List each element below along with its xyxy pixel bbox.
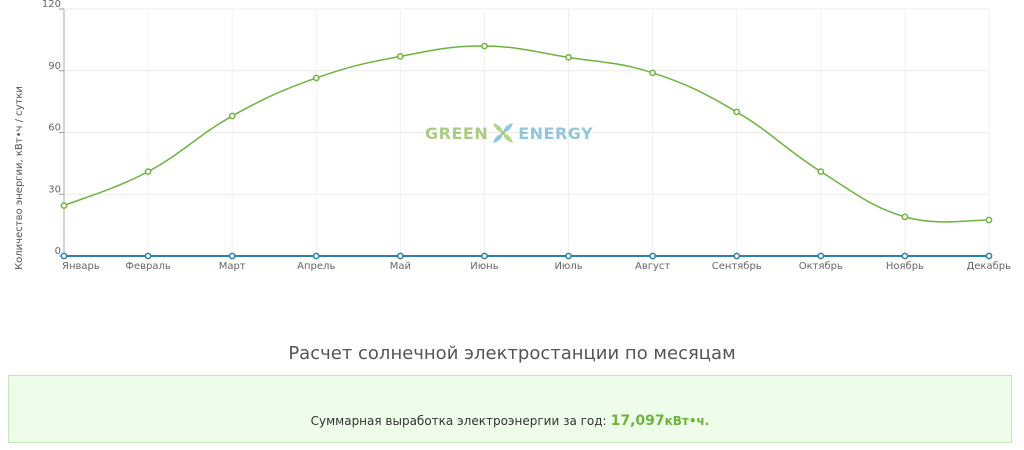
x-tick-label: Сентябрь: [712, 261, 762, 272]
x-tick-label: Январь: [62, 261, 100, 272]
section-title: Расчет солнечной электростанции по месяц…: [288, 343, 736, 364]
baseline-data-point: [565, 252, 572, 260]
x-tick-label: Ноябрь: [886, 261, 924, 272]
x-tick-label: Август: [635, 261, 670, 272]
energy-data-point: [733, 108, 741, 116]
summary-unit: кВт•ч.: [664, 414, 710, 428]
x-tick-label: Май: [390, 261, 411, 272]
energy-data-point: [228, 112, 236, 120]
y-tick-label: 120: [42, 0, 61, 10]
green-energy-watermark: GREEN ENERGY: [425, 120, 593, 146]
energy-data-point: [565, 54, 572, 61]
baseline-data-point: [649, 252, 656, 260]
summary-box: Суммарная выработка электроэнергии за го…: [8, 375, 1012, 443]
x-tick-label: Март: [219, 261, 246, 272]
energy-data-point: [985, 216, 993, 224]
energy-series-line: [63, 45, 990, 223]
y-tick-label: 60: [48, 123, 61, 134]
x-tick-label: Октябрь: [799, 261, 843, 272]
x-tick-label: Июль: [554, 261, 582, 272]
x-tick-label: Декабрь: [966, 261, 1011, 272]
baseline-data-point: [733, 252, 741, 260]
baseline-data-point: [312, 252, 320, 260]
energy-chart: Количество энергии, кВт•ч / сутки 0 30 60 9…: [14, 0, 1011, 272]
watermark-text-left: GREEN: [425, 123, 489, 143]
energy-data-point: [60, 202, 68, 209]
baseline-data-point: [481, 252, 488, 260]
baseline-data-point: [397, 252, 404, 260]
energy-data-point: [397, 52, 404, 60]
chart-canvas: Количество энергии, кВт•ч / сутки 0 30 60 9…: [14, 0, 1011, 272]
summary-label: Суммарная выработка электроэнергии за го…: [310, 414, 607, 428]
baseline-data-point: [985, 252, 993, 260]
x-tick-label: Февраль: [125, 261, 171, 272]
energy-data-point: [901, 213, 909, 221]
energy-data-point: [649, 69, 656, 77]
summary-value: 17,097: [610, 413, 665, 429]
baseline-data-point: [817, 252, 825, 260]
energy-data-point: [144, 168, 152, 175]
energy-data-point: [312, 74, 320, 82]
y-tick-label: 90: [48, 61, 61, 72]
watermark-text-right: ENERGY: [518, 123, 594, 143]
y-tick-label: 0: [55, 246, 61, 257]
baseline-data-point: [144, 252, 152, 260]
x-tick-label: Апрель: [297, 261, 335, 272]
leaf-logo-icon: [493, 123, 514, 143]
baseline-data-point: [901, 252, 909, 260]
baseline-data-point: [228, 252, 236, 260]
x-tick-label: Июнь: [470, 261, 498, 272]
y-tick-label: 30: [48, 184, 61, 195]
y-axis-label: Количество энергии, кВт•ч / сутки: [14, 86, 25, 270]
energy-data-point: [481, 42, 488, 50]
baseline-data-point: [60, 252, 68, 260]
energy-data-point: [817, 168, 825, 175]
